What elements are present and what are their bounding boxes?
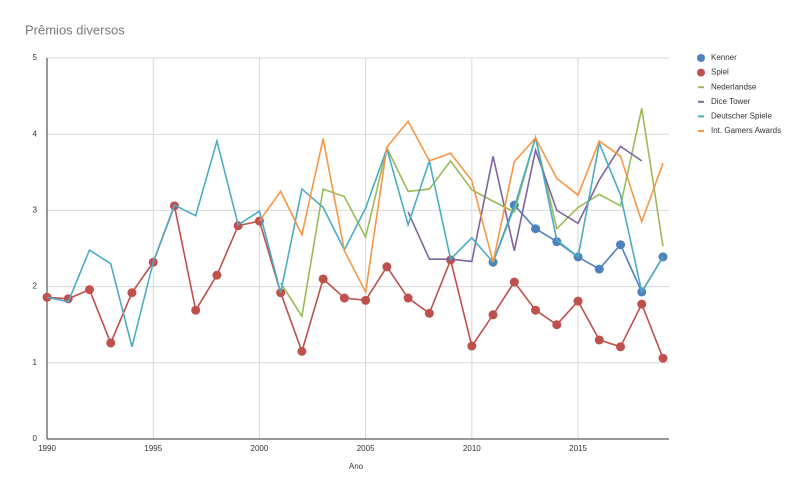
point [637, 299, 647, 309]
y-tick-label: 5 [33, 53, 38, 62]
point [424, 308, 434, 318]
point [594, 335, 604, 345]
x-tick-label: 2005 [357, 444, 375, 453]
series-line [279, 108, 664, 319]
x-tick-label: 1995 [144, 444, 162, 453]
point [467, 341, 477, 351]
series-line [258, 119, 664, 295]
point [106, 338, 116, 348]
point [552, 320, 562, 330]
point [594, 264, 604, 274]
point [382, 262, 392, 272]
point [403, 293, 413, 303]
point [488, 310, 498, 320]
point [531, 224, 541, 234]
point [573, 296, 583, 306]
chart-title: Prêmios diversos [25, 22, 125, 37]
y-tick-label: 1 [33, 358, 38, 367]
point [509, 277, 519, 287]
point [552, 237, 562, 247]
point [616, 240, 626, 250]
point [616, 342, 626, 352]
x-axis-label: Ano [349, 462, 364, 471]
point [658, 353, 668, 363]
point [84, 285, 94, 295]
y-tick-label: 3 [33, 206, 38, 215]
legend-marker [697, 54, 705, 62]
series-line [46, 137, 664, 347]
x-tick-label: 2000 [251, 444, 269, 453]
legend-label: Spiel [711, 68, 729, 77]
point [531, 305, 541, 315]
x-tick-label: 1990 [38, 444, 56, 453]
point [339, 293, 349, 303]
point [361, 295, 371, 305]
series-line [46, 202, 664, 359]
point [212, 270, 222, 280]
series-line [407, 145, 643, 263]
x-tick-label: 2015 [569, 444, 587, 453]
point [127, 288, 137, 298]
point [297, 346, 307, 356]
y-tick-label: 2 [33, 282, 38, 291]
y-tick-label: 4 [33, 129, 38, 138]
legend-label: Kenner [711, 53, 737, 62]
legend-label: Int. Gamers Awards [711, 126, 781, 135]
legend-label: Dice Tower [711, 97, 751, 106]
y-tick-label: 0 [33, 434, 38, 443]
point [318, 274, 328, 284]
legend-label: Nederlandse [711, 82, 757, 91]
legend-label: Deutscher Spiele [711, 112, 772, 121]
legend-marker [697, 68, 705, 77]
point [191, 305, 201, 315]
x-tick-label: 2010 [463, 444, 481, 453]
